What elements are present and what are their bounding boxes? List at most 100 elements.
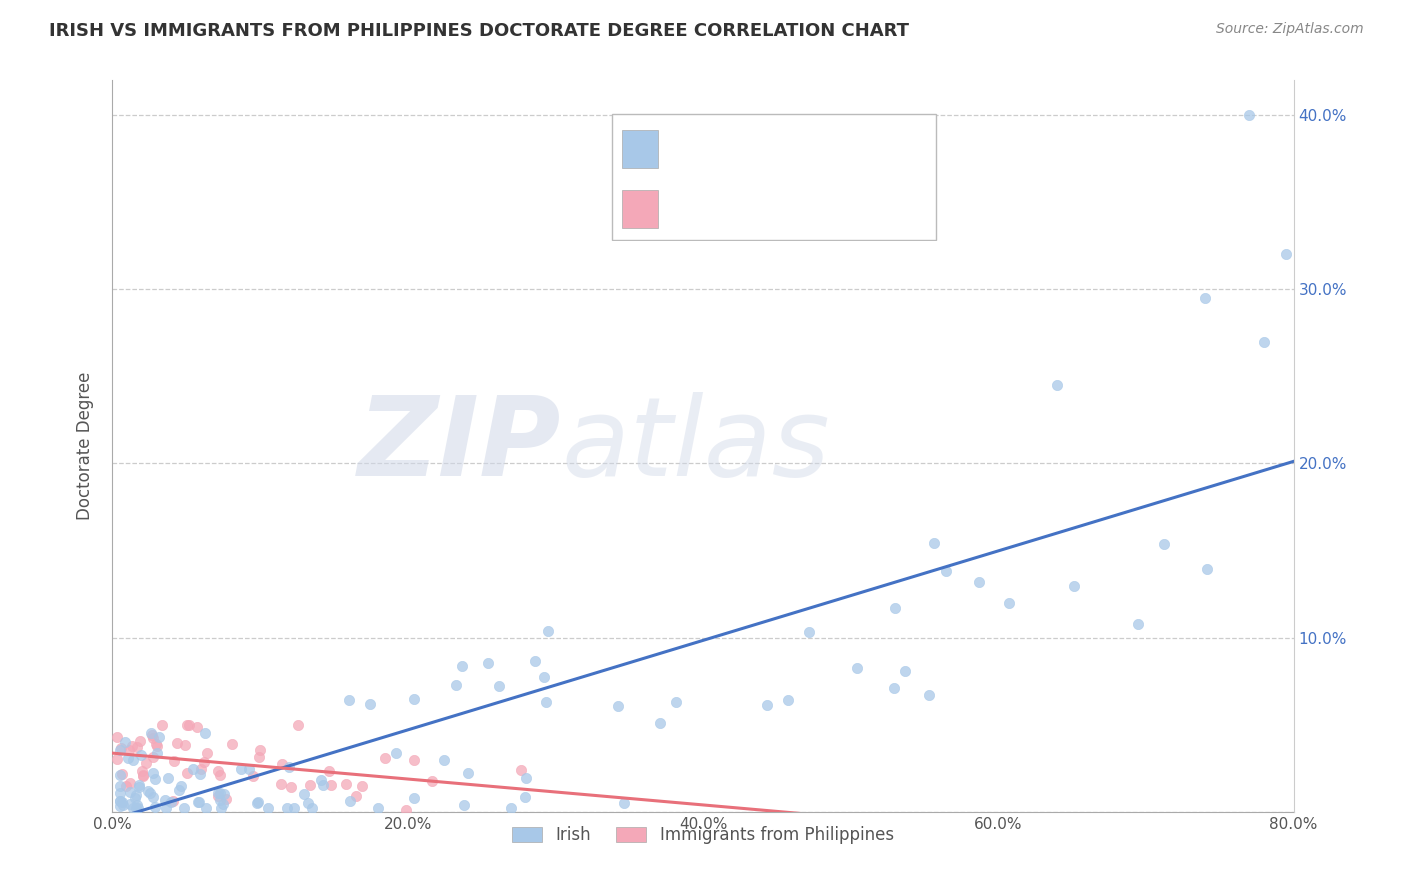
- Point: [1153, 537, 1175, 551]
- Point: [121, 739, 143, 753]
- Point: [125, 788, 148, 802]
- Point: [283, 801, 305, 815]
- Point: [120, 797, 142, 812]
- Point: [156, 771, 179, 785]
- Point: [141, 728, 163, 742]
- Point: [515, 771, 537, 785]
- Point: [1128, 617, 1150, 632]
- Point: [249, 743, 271, 757]
- Point: [277, 760, 299, 774]
- Point: [155, 801, 177, 815]
- Point: [110, 741, 132, 756]
- Point: [139, 786, 162, 800]
- Point: [312, 778, 335, 792]
- Point: [121, 801, 143, 815]
- Point: [402, 691, 425, 706]
- Point: [499, 801, 522, 815]
- Point: [188, 767, 211, 781]
- Point: [150, 717, 173, 731]
- Point: [197, 746, 219, 760]
- Point: [142, 731, 165, 745]
- Text: ZIP: ZIP: [357, 392, 561, 500]
- Point: [883, 681, 905, 695]
- Point: [280, 780, 302, 795]
- Point: [153, 793, 176, 807]
- Point: [190, 762, 212, 776]
- Point: [270, 777, 292, 791]
- Point: [115, 780, 138, 794]
- Point: [181, 762, 204, 776]
- Point: [523, 654, 546, 668]
- Point: [118, 776, 141, 790]
- Point: [188, 795, 211, 809]
- Point: [166, 736, 188, 750]
- Point: [207, 764, 229, 779]
- Point: [162, 794, 184, 808]
- Point: [367, 801, 389, 815]
- Point: [128, 778, 150, 792]
- Point: [1046, 378, 1069, 392]
- Point: [1195, 562, 1218, 576]
- Point: [444, 678, 467, 692]
- Point: [607, 698, 630, 713]
- Point: [335, 777, 357, 791]
- Point: [533, 670, 555, 684]
- Point: [142, 790, 165, 805]
- Point: [127, 801, 149, 815]
- Point: [229, 762, 252, 776]
- Point: [186, 720, 208, 734]
- Point: [309, 772, 332, 787]
- Point: [173, 801, 195, 815]
- Point: [209, 793, 232, 807]
- Point: [215, 791, 238, 805]
- Point: [433, 753, 456, 767]
- Point: [257, 801, 280, 815]
- Point: [128, 734, 150, 748]
- Point: [105, 752, 128, 766]
- Point: [359, 697, 381, 711]
- Point: [884, 600, 907, 615]
- Point: [108, 794, 131, 808]
- Point: [112, 798, 135, 813]
- Point: [132, 768, 155, 782]
- Point: [352, 779, 374, 793]
- Point: [344, 789, 367, 803]
- Point: [648, 715, 671, 730]
- Point: [163, 754, 186, 768]
- Point: [292, 787, 315, 801]
- Point: [207, 786, 229, 800]
- Point: [374, 751, 396, 765]
- Point: [922, 535, 945, 549]
- Point: [513, 790, 536, 805]
- Point: [238, 762, 260, 776]
- Point: [271, 756, 294, 771]
- Point: [477, 656, 499, 670]
- Point: [125, 801, 148, 815]
- Point: [212, 797, 235, 812]
- Point: [131, 764, 153, 778]
- Point: [451, 659, 474, 673]
- Point: [339, 794, 361, 808]
- Point: [118, 742, 141, 756]
- Point: [756, 698, 779, 712]
- Point: [422, 774, 444, 789]
- Text: Source: ZipAtlas.com: Source: ZipAtlas.com: [1216, 22, 1364, 37]
- Point: [276, 801, 298, 815]
- Point: [159, 795, 181, 809]
- Point: [169, 783, 191, 797]
- Point: [997, 597, 1019, 611]
- Point: [176, 766, 198, 780]
- Point: [457, 766, 479, 780]
- Point: [402, 790, 425, 805]
- Point: [894, 664, 917, 678]
- Point: [145, 739, 167, 753]
- Point: [846, 660, 869, 674]
- Point: [537, 624, 560, 638]
- Point: [209, 786, 232, 800]
- Point: [105, 730, 128, 744]
- Point: [395, 803, 418, 817]
- Point: [193, 756, 215, 770]
- Text: atlas: atlas: [561, 392, 830, 500]
- Point: [246, 795, 269, 809]
- Point: [114, 735, 136, 749]
